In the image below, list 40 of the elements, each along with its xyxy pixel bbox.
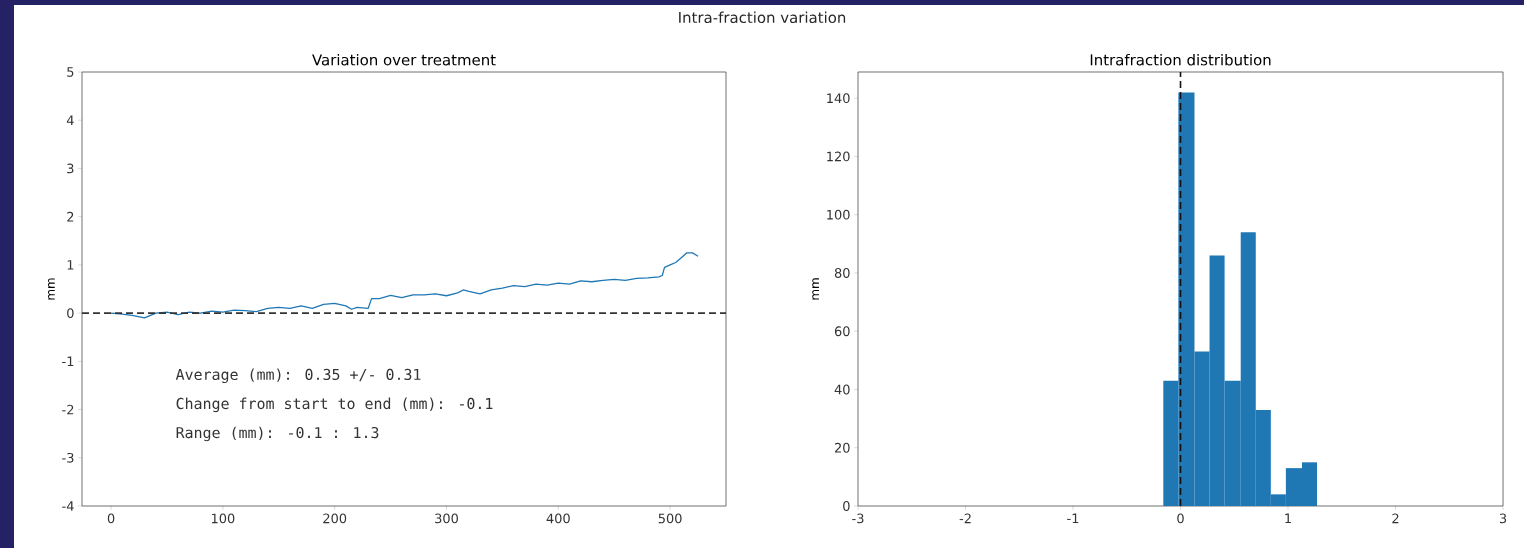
y-tick-label: 3 [67,163,74,174]
chart-title: Intrafraction distribution [1090,53,1271,66]
y-tick-label: 140 [827,93,850,104]
annotation: Change from start to end (mm): -0.1 [176,397,493,413]
line-series [110,252,699,319]
y-tick-label: -2 [62,404,74,415]
y-tick-label: 4 [66,115,74,125]
x-tick-label: 200 [323,513,347,524]
x-tick-label: 100 [211,513,235,524]
y-tick-label: -3 [62,452,74,463]
x-tick-label: 1 [1285,513,1291,523]
x-tick-label: -2 [959,513,971,524]
y-tick-label: 20 [834,442,850,453]
x-tick-label: 300 [435,513,458,524]
chart-title: Variation over treatment [312,53,496,66]
x-tick-label: 400 [546,513,570,524]
y-tick-label: 2 [67,211,74,222]
y-tick-label: 0 [67,308,74,319]
x-tick-label: 0 [1177,513,1184,524]
y-tick-label: 40 [834,384,850,395]
y-tick-label: 120 [827,151,850,162]
x-tick-label: 3 [1499,513,1507,524]
y-axis-title: mm [48,278,55,300]
y-tick-label: 1 [67,260,74,270]
y-tick-label: -1 [62,356,74,367]
x-tick-label: -3 [852,513,864,524]
text: Intra-fraction variation [679,11,846,24]
annotation: Range (mm): -0.1 : 1.3 [176,426,379,442]
y-tick-label: 0 [843,501,850,511]
x-tick-label: 500 [658,513,682,524]
annotation: Average (mm): 0.35 +/- 0.31 [175,368,421,384]
x-tick-label: -1 [1067,513,1079,523]
y-tick-label: -4 [62,501,74,511]
y-tick-label: 5 [67,67,74,77]
x-tick-label: 0 [107,513,115,524]
y-tick-label: 80 [834,268,850,278]
y-tick-label: 100 [827,209,850,220]
y-axis-title: mm [812,278,819,300]
x-tick-label: 2 [1392,513,1399,524]
y-tick-label: 60 [834,326,850,337]
